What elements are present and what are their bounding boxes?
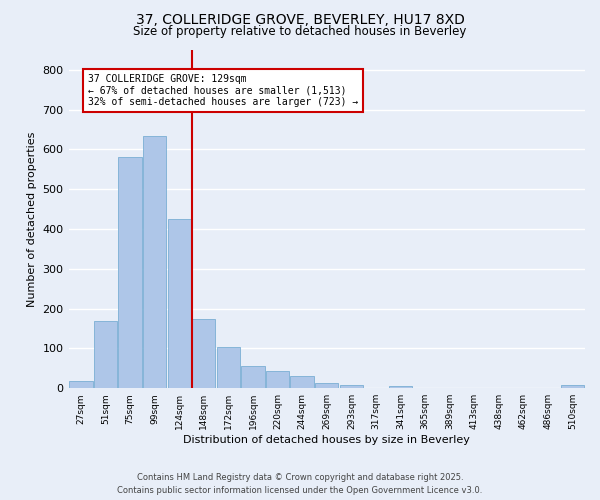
Bar (118, 158, 142, 388)
Bar (217, 347, 240, 388)
Bar (69, 382, 92, 388)
Bar (167, 219, 191, 388)
Bar (94, 322, 117, 388)
X-axis label: Distribution of detached houses by size in Beverley: Distribution of detached houses by size … (184, 435, 470, 445)
Text: 37, COLLERIDGE GROVE, BEVERLEY, HU17 8XD: 37, COLLERIDGE GROVE, BEVERLEY, HU17 8XD (136, 12, 464, 26)
Bar (241, 366, 265, 388)
Bar (266, 370, 289, 388)
Text: 37 COLLERIDGE GROVE: 129sqm
← 67% of detached houses are smaller (1,513)
32% of : 37 COLLERIDGE GROVE: 129sqm ← 67% of det… (88, 74, 358, 107)
Text: Size of property relative to detached houses in Beverley: Size of property relative to detached ho… (133, 25, 467, 38)
Bar (315, 384, 338, 388)
Bar (143, 136, 166, 388)
Text: Contains HM Land Registry data © Crown copyright and database right 2025.
Contai: Contains HM Land Registry data © Crown c… (118, 473, 482, 495)
Y-axis label: Number of detached properties: Number of detached properties (27, 132, 37, 307)
Bar (192, 320, 215, 388)
Bar (389, 386, 412, 388)
Bar (340, 385, 363, 388)
Bar (561, 386, 584, 388)
Bar (290, 376, 314, 388)
